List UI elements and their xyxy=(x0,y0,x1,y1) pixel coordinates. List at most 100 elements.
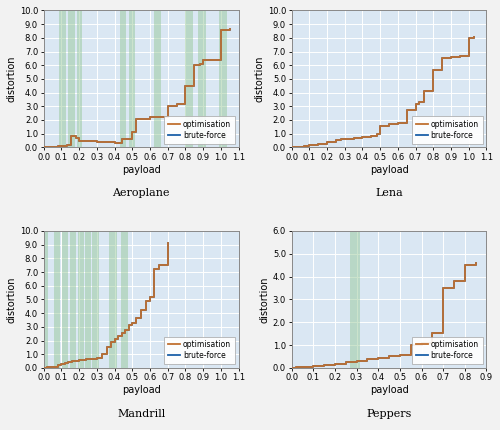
brute-force xyxy=(226,26,232,31)
Line: optimisation: optimisation xyxy=(44,243,168,368)
optimisation xyxy=(408,343,414,348)
brute-force xyxy=(152,267,158,272)
brute-force xyxy=(147,115,153,120)
optimisation xyxy=(94,140,100,145)
brute-force xyxy=(55,143,61,148)
optimisation xyxy=(342,136,347,141)
optimisation xyxy=(306,142,312,147)
optimisation xyxy=(294,144,300,149)
Bar xyxy=(154,10,160,147)
optimisation xyxy=(58,362,64,367)
optimisation xyxy=(164,240,170,245)
Bar xyxy=(109,231,117,368)
optimisation xyxy=(50,364,56,369)
optimisation xyxy=(375,355,381,360)
Line: brute-force: brute-force xyxy=(44,29,230,147)
optimisation xyxy=(112,337,117,342)
Bar xyxy=(70,231,76,368)
optimisation xyxy=(48,144,54,149)
brute-force xyxy=(108,339,114,344)
Bar xyxy=(219,10,227,147)
optimisation xyxy=(80,357,86,362)
brute-force xyxy=(118,330,124,335)
brute-force xyxy=(118,137,124,142)
Text: Aeroplane: Aeroplane xyxy=(112,188,170,198)
brute-force xyxy=(112,337,117,342)
brute-force xyxy=(72,358,78,363)
optimisation xyxy=(430,68,436,73)
Line: brute-force: brute-force xyxy=(44,243,168,368)
Bar xyxy=(78,231,84,368)
brute-force xyxy=(342,360,348,365)
brute-force xyxy=(333,138,339,143)
optimisation xyxy=(404,108,410,113)
brute-force xyxy=(122,327,128,332)
Legend: optimisation, brute-force: optimisation, brute-force xyxy=(412,116,482,144)
Text: Peppers: Peppers xyxy=(366,409,412,419)
brute-force xyxy=(80,357,86,362)
optimisation xyxy=(86,356,92,362)
brute-force xyxy=(440,286,446,291)
brute-force xyxy=(104,345,110,350)
optimisation xyxy=(333,138,339,143)
brute-force xyxy=(451,279,457,284)
optimisation xyxy=(386,354,392,359)
Legend: optimisation, brute-force: optimisation, brute-force xyxy=(164,116,235,144)
optimisation xyxy=(138,308,144,313)
brute-force xyxy=(58,362,64,367)
optimisation xyxy=(76,138,82,143)
brute-force xyxy=(94,140,100,145)
brute-force xyxy=(472,260,478,265)
Bar xyxy=(128,10,135,147)
optimisation xyxy=(412,101,418,106)
optimisation xyxy=(58,143,64,148)
brute-force xyxy=(293,365,299,370)
optimisation xyxy=(144,298,150,304)
brute-force xyxy=(174,101,180,106)
optimisation xyxy=(40,145,46,150)
brute-force xyxy=(315,141,321,146)
optimisation xyxy=(349,359,355,364)
optimisation xyxy=(471,34,477,40)
brute-force xyxy=(448,55,454,60)
optimisation xyxy=(439,56,445,61)
brute-force xyxy=(360,135,366,140)
brute-force xyxy=(138,308,144,313)
X-axis label: payload: payload xyxy=(370,165,408,175)
brute-force xyxy=(48,144,54,149)
optimisation xyxy=(69,359,75,364)
Legend: optimisation, brute-force: optimisation, brute-force xyxy=(412,337,482,364)
brute-force xyxy=(349,359,355,364)
optimisation xyxy=(315,141,321,146)
optimisation xyxy=(130,320,136,326)
optimisation xyxy=(147,115,153,120)
optimisation xyxy=(174,101,180,106)
brute-force xyxy=(457,54,463,59)
Bar xyxy=(54,231,60,368)
optimisation xyxy=(451,279,457,284)
brute-force xyxy=(164,103,170,108)
optimisation xyxy=(226,26,232,31)
optimisation xyxy=(368,134,374,139)
brute-force xyxy=(192,63,198,68)
optimisation xyxy=(321,362,327,367)
brute-force xyxy=(374,131,380,136)
optimisation xyxy=(94,356,100,361)
optimisation xyxy=(354,358,360,363)
brute-force xyxy=(58,143,64,148)
X-axis label: payload: payload xyxy=(122,385,160,395)
brute-force xyxy=(338,137,344,142)
optimisation xyxy=(99,352,105,357)
brute-force xyxy=(69,359,75,364)
optimisation xyxy=(338,137,344,142)
Y-axis label: distortion: distortion xyxy=(255,55,265,102)
optimisation xyxy=(422,89,428,94)
optimisation xyxy=(457,54,463,59)
brute-force xyxy=(112,140,117,145)
optimisation xyxy=(130,129,136,134)
brute-force xyxy=(397,352,403,357)
brute-force xyxy=(300,364,306,369)
Bar xyxy=(68,10,74,147)
optimisation xyxy=(122,327,128,332)
optimisation xyxy=(288,366,294,371)
